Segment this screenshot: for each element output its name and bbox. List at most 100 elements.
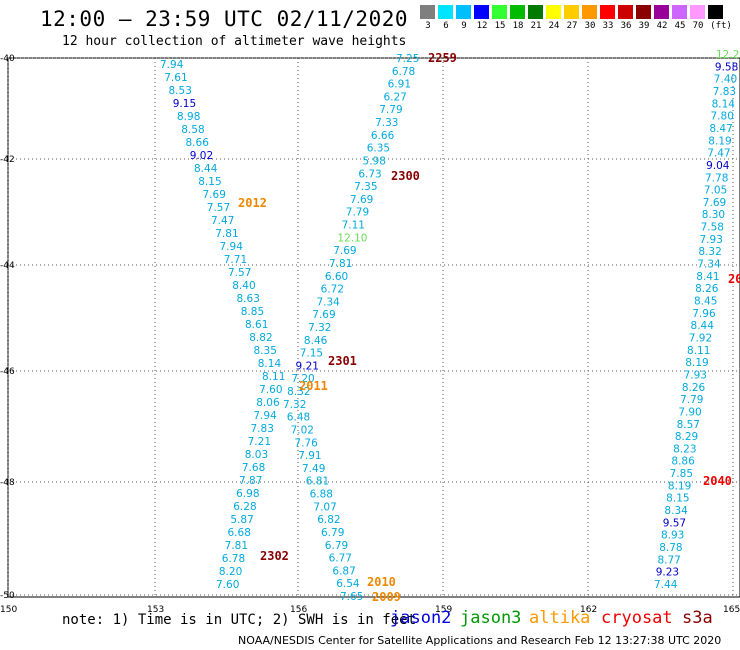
time-label: 2012 bbox=[238, 196, 267, 210]
track-1-value: 7.60 bbox=[259, 384, 282, 396]
track-3-value: 8.34 bbox=[664, 505, 688, 517]
track-1-value: 7.83 bbox=[251, 423, 274, 435]
mission-s3a: s3a bbox=[682, 608, 713, 628]
lat-tick-label: -48 bbox=[0, 478, 15, 488]
track-1-value: 6.68 bbox=[228, 527, 251, 539]
track-3-value: 8.14 bbox=[712, 98, 736, 110]
track-2-value: 7.69 bbox=[312, 309, 335, 321]
track-3-value: 7.92 bbox=[689, 332, 712, 344]
track-1-value: 7.81 bbox=[215, 228, 238, 240]
track-3-value: 7.34 bbox=[697, 259, 721, 271]
track-1-value: 7.94 bbox=[160, 59, 184, 71]
track-3-value: 8.19 bbox=[668, 480, 691, 492]
track-1-value: 8.53 bbox=[169, 85, 192, 97]
track-3-value: 8.26 bbox=[682, 382, 706, 394]
track-1-value: 7.57 bbox=[228, 267, 251, 279]
track-1-value: 8.98 bbox=[177, 111, 200, 123]
lon-tick-label: 153 bbox=[147, 605, 164, 615]
track-1-value: 9.02 bbox=[190, 150, 213, 162]
track-1-value: 7.94 bbox=[220, 241, 244, 253]
track-1-value: 9.15 bbox=[173, 98, 196, 110]
lon-tick-label: 159 bbox=[435, 605, 452, 615]
subtitle: 12 hour collection of altimeter wave hei… bbox=[62, 34, 407, 49]
track-1-value: 7.21 bbox=[248, 436, 271, 448]
track-1-value: 6.78 bbox=[222, 553, 245, 565]
track-2-value: 7.33 bbox=[375, 117, 398, 129]
scale-label: 30 bbox=[584, 21, 596, 31]
time-label: 2011 bbox=[299, 379, 328, 393]
track-2-value: 5.98 bbox=[363, 155, 386, 167]
track-2-value: 7.69 bbox=[333, 245, 356, 257]
track-2-value: 7.81 bbox=[329, 258, 352, 270]
track-3-value: 8.93 bbox=[661, 530, 684, 542]
scale-swatch bbox=[654, 5, 669, 19]
credit-line: NOAA/NESDIS Center for Satellite Applica… bbox=[238, 634, 722, 647]
track-3-value: 7.93 bbox=[684, 369, 707, 381]
time-label: 2300 bbox=[391, 169, 420, 183]
mission-jason2: jason2 bbox=[390, 608, 452, 628]
scale-swatch bbox=[420, 5, 435, 19]
track-3-value: 8.26 bbox=[695, 283, 719, 295]
track-3-value: 8.19 bbox=[685, 357, 708, 369]
track-2-value: 6.87 bbox=[332, 565, 355, 577]
scale-swatch bbox=[618, 5, 633, 19]
track-1-value: 7.47 bbox=[211, 215, 234, 227]
track-3-value: 8.47 bbox=[709, 123, 732, 135]
track-3-value: 7.05 bbox=[704, 185, 727, 197]
scale-swatch bbox=[690, 5, 705, 19]
scale-label: 24 bbox=[548, 21, 560, 31]
track-1-value: 7.69 bbox=[203, 189, 226, 201]
track-3-value: 9.57 bbox=[663, 517, 686, 529]
track-3-value: 8.78 bbox=[659, 542, 682, 554]
scale-swatch bbox=[510, 5, 525, 19]
lat-tick-label: -44 bbox=[0, 261, 15, 271]
track-1-value: 8.85 bbox=[241, 306, 264, 318]
time-label: 2301 bbox=[328, 354, 357, 368]
track-1-value: 7.60 bbox=[216, 579, 239, 591]
track-2-value: 6.82 bbox=[317, 514, 340, 526]
scale-swatch bbox=[528, 5, 543, 19]
scale-swatch bbox=[474, 5, 489, 19]
track-1-value: 7.57 bbox=[207, 202, 230, 214]
track-1-value: 8.35 bbox=[254, 345, 277, 357]
track-3-value: 7.69 bbox=[703, 197, 726, 209]
track-2-value: 7.69 bbox=[350, 194, 373, 206]
track-3-value: 9.23 bbox=[656, 567, 679, 579]
track-3-value: 9.58 bbox=[715, 61, 738, 73]
track-2-value: 7.32 bbox=[283, 399, 306, 411]
track-2-value: 6.60 bbox=[325, 271, 348, 283]
track-2-value: 12.10 bbox=[337, 232, 367, 244]
track-3-value: 8.86 bbox=[671, 456, 695, 468]
scale-swatch bbox=[600, 5, 615, 19]
track-1-value: 6.28 bbox=[233, 501, 256, 513]
track-2-value: 7.91 bbox=[298, 450, 321, 462]
time-label: 2010 bbox=[367, 575, 396, 589]
scale-label: 36 bbox=[620, 21, 632, 31]
track-2-value: 6.73 bbox=[358, 168, 381, 180]
track-2-value: 6.79 bbox=[325, 540, 348, 552]
track-3-value: 7.93 bbox=[700, 234, 723, 246]
track-3-value: 8.19 bbox=[708, 135, 731, 147]
track-1-value: 8.61 bbox=[245, 319, 268, 331]
scale-label: 6 bbox=[443, 21, 449, 31]
scale-label: 33 bbox=[602, 21, 614, 31]
track-3-value: 7.90 bbox=[678, 406, 701, 418]
track-1-value: 8.15 bbox=[198, 176, 221, 188]
scale-label: 42 bbox=[656, 21, 668, 31]
lon-tick-label: 165 bbox=[723, 605, 740, 615]
track-2-value: 6.88 bbox=[310, 489, 333, 501]
scale-label: 18 bbox=[512, 21, 524, 31]
mission-jason3: jason3 bbox=[460, 608, 522, 628]
lat-tick-label: -50 bbox=[0, 591, 15, 601]
track-2-value: 7.02 bbox=[291, 424, 314, 436]
track-1-value: 5.87 bbox=[230, 514, 253, 526]
track-3-value: 8.45 bbox=[694, 296, 717, 308]
track-1-value: 8.11 bbox=[262, 371, 285, 383]
track-3-value: 7.58 bbox=[701, 222, 724, 234]
lat-tick-label: -42 bbox=[0, 155, 15, 165]
track-1-value: 7.81 bbox=[225, 540, 248, 552]
track-3-value: 8.29 bbox=[675, 431, 698, 443]
lon-tick-label: 150 bbox=[0, 605, 17, 615]
time-label: 2302 bbox=[260, 549, 289, 563]
